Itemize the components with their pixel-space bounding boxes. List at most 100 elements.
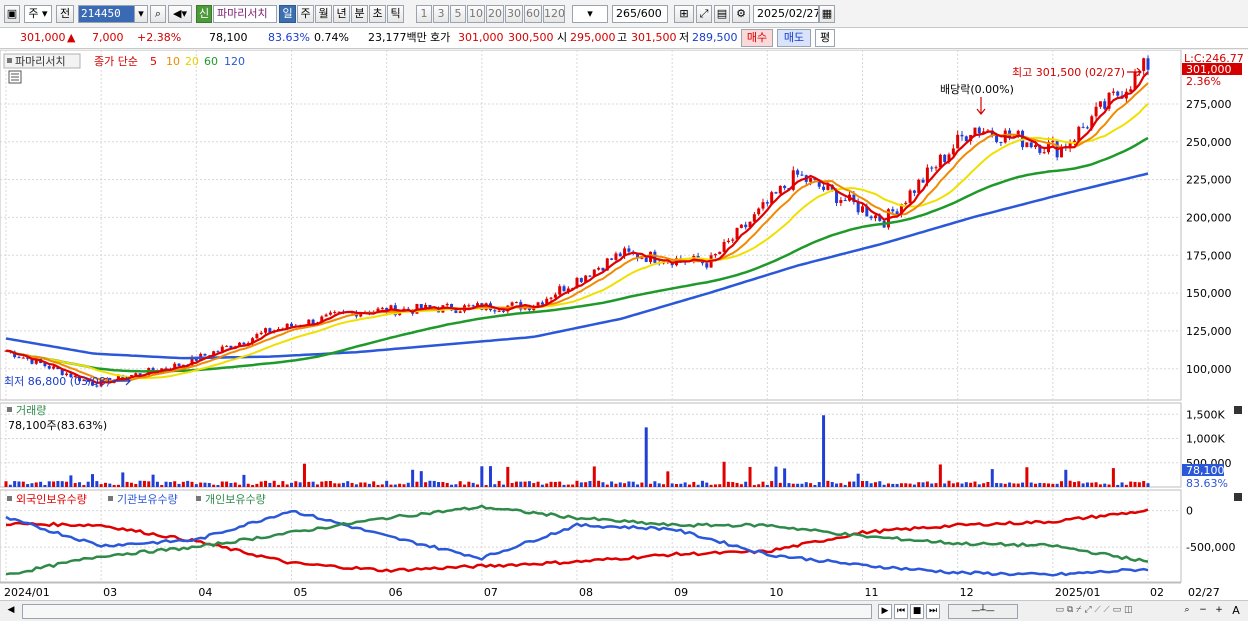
chart-scrollbar[interactable]: ◀ ▶ ⏮ ■ ⏭ —┴— ▭ ⧉ ⌿ ⤢ ⟋ ⟋ ▭ ◫ ⌕ − + A [0,600,1248,621]
volume-bar [497,481,501,487]
last-icon[interactable]: ⏭ [926,604,940,619]
buy-button[interactable]: 매수 [741,29,773,47]
candle-body [731,239,735,241]
candle-body [116,375,120,380]
interval-tab-30[interactable]: 30 [505,5,523,23]
date-input[interactable]: 2025/02/27 [753,5,819,23]
candle-body [424,304,428,310]
interval-tab-1[interactable]: 1 [416,5,432,23]
interval-tab-60[interactable]: 60 [524,5,542,23]
volume-bar [251,485,255,487]
time-tick-label: 08 [579,586,593,599]
investor-close-icon[interactable] [1234,493,1242,501]
zoom-in-icon[interactable]: + [1215,605,1223,615]
interval-tab-120[interactable]: 120 [543,5,565,23]
candle-body [861,206,864,213]
volume-bar [869,483,873,487]
volume-bar [982,483,986,487]
calendar-icon[interactable]: ▦ [819,5,835,23]
font-size-icon[interactable]: A [1232,604,1240,617]
volume-bar [813,484,817,487]
volume-bar [1116,484,1120,487]
volume-bar [986,481,990,487]
zoom-search-icon[interactable]: ⌕ [1184,605,1190,615]
window-menu-icon[interactable]: ▣ [4,5,20,23]
volume-bar [969,482,973,487]
ma20-line [5,103,1149,380]
volume-bar [376,484,380,487]
event-annotation: 배당락(0.00%) [940,83,1014,96]
sell-button[interactable]: 매도 [777,29,811,47]
ask-label: 호가 [430,31,451,44]
stock-code-input[interactable]: 214450 [78,5,136,23]
scroll-right-icon[interactable]: ▶ [878,604,892,619]
candle-body [973,127,977,136]
chart-svg[interactable]: 100,000 125,000 150,000 175,000 200,000 225,0… [0,49,1248,600]
investor-tick-label: 0 [1186,505,1193,518]
period-tab-3[interactable]: 년 [333,5,350,23]
volume-close-icon[interactable] [1234,406,1242,414]
interval-input[interactable]: ▾ [572,5,608,23]
period-tab-1[interactable]: 주 [297,5,314,23]
volume-bar [830,482,834,487]
time-tick-label: 12 [960,586,974,599]
data-count-input[interactable]: 265/600 [612,5,668,23]
chart-area[interactable]: 100,000 125,000 150,000 175,000 200,000 225,0… [0,49,1248,600]
ma120-line [5,172,1149,360]
candle-body [1116,91,1120,96]
candle-body [34,359,38,364]
volume-bar [216,485,220,487]
volume-bar [246,483,250,487]
scroll-track[interactable] [22,604,872,619]
period-tab-5[interactable]: 초 [369,5,386,23]
period-tab-0[interactable]: 일 [279,5,296,23]
price-name-box[interactable] [3,53,81,69]
code-dropdown-icon[interactable]: ▾ [134,5,148,23]
chart-type-icon[interactable]: ⊞ [674,5,694,23]
candle-body [964,136,968,142]
volume-bar [722,461,726,487]
stop-icon[interactable]: ■ [910,604,924,619]
market-type-select[interactable]: 주 ▾ [24,5,52,23]
first-icon[interactable]: ⏮ [894,604,908,619]
interval-tab-10[interactable]: 10 [467,5,485,23]
low-price: 289,500 [692,31,738,44]
volume-bar [203,482,207,487]
volume-bar [739,484,743,487]
candle-body [566,288,570,292]
period-tab-4[interactable]: 분 [351,5,368,23]
volume-bar [1081,483,1085,487]
drawing-tools-icon[interactable]: ▭ ⧉ ⌿ ⤢ ⟋ ⟋ ▭ ◫ [1055,605,1133,615]
period-tab-6[interactable]: 틱 [387,5,404,23]
volume-bar [783,468,787,487]
draw-tool-icon[interactable]: ⤢ [696,5,712,23]
candle-body [891,209,895,212]
candle-body [947,154,951,162]
current-pct-label: 2.36% [1186,75,1221,88]
interval-tab-5[interactable]: 5 [450,5,466,23]
candle-body [1072,140,1076,143]
axis-labels: 100,000 125,000 150,000 175,000 200,000 225,0… [0,98,1235,599]
volume-bar [1142,481,1146,487]
interval-tab-20[interactable]: 20 [486,5,504,23]
save-icon[interactable]: ▤ [714,5,730,23]
period-tab-2[interactable]: 월 [315,5,332,23]
scroll-left-icon[interactable]: ◀ [7,605,15,615]
candle-body [73,375,77,378]
search-icon[interactable]: ⌕ [150,5,166,23]
time-tick-label: 07 [484,586,498,599]
candle-body [510,302,514,306]
zoom-out-icon[interactable]: − [1199,605,1207,615]
interval-tab-3[interactable]: 3 [433,5,449,23]
zoom-slider[interactable]: —┴— [948,604,1018,619]
volume-bar [843,484,847,487]
volume-bar [1124,484,1128,487]
volume-bar [640,482,644,487]
compare-button[interactable]: 전 [56,5,74,23]
speaker-icon[interactable]: ◀▾ [168,5,192,23]
avg-button[interactable]: 평 [815,29,835,47]
gear-icon[interactable]: ⚙ [732,5,750,23]
candle-body [311,319,315,325]
candle-body [493,310,497,312]
